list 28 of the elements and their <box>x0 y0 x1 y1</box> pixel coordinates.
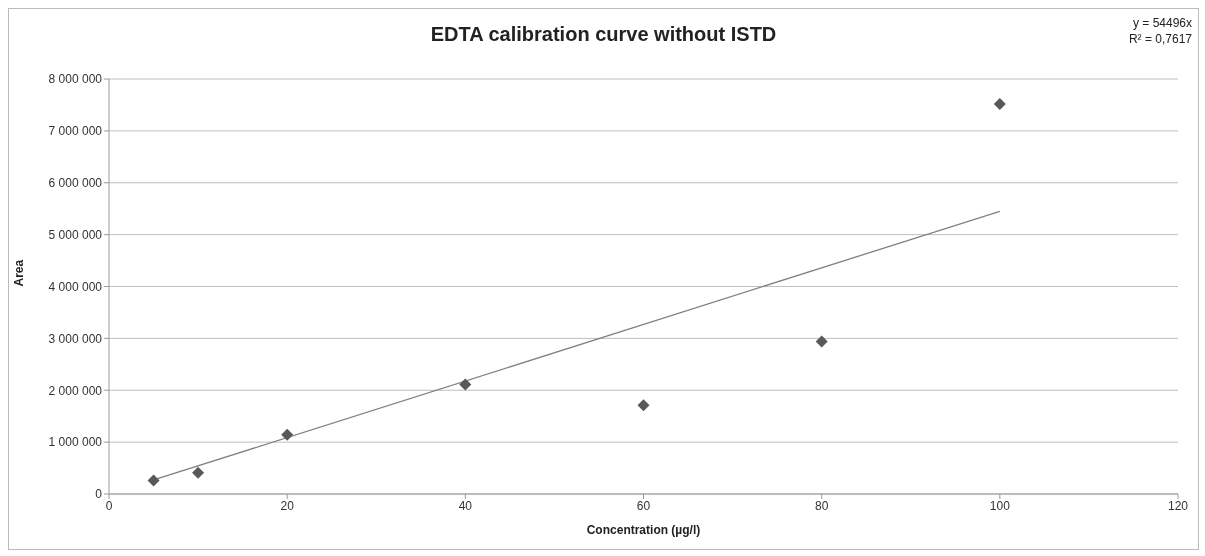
y-tick-label: 1 000 000 <box>48 435 103 450</box>
y-axis-title: Area <box>12 259 27 287</box>
point <box>281 428 294 441</box>
x-tick-label: 100 <box>989 498 1011 513</box>
x-tick-label: 20 <box>280 498 295 513</box>
point <box>459 378 472 391</box>
point <box>147 474 160 487</box>
y-tick-label: 8 000 000 <box>48 72 103 87</box>
y-tick-label: 4 000 000 <box>48 279 103 294</box>
x-tick-label: 40 <box>458 498 473 513</box>
point <box>993 97 1006 110</box>
x-tick-label: 120 <box>1167 498 1189 513</box>
point <box>192 466 205 479</box>
y-tick-label: 0 <box>95 487 103 502</box>
point <box>637 399 650 412</box>
y-tick-label: 3 000 000 <box>48 331 103 346</box>
x-tick-label: 0 <box>105 498 113 513</box>
y-tick-label: 6 000 000 <box>48 176 103 191</box>
text: y = 54496x <box>1131 15 1192 31</box>
x-tick-label: 80 <box>814 498 829 513</box>
y-tick-label: 7 000 000 <box>48 124 103 139</box>
point <box>815 335 828 348</box>
y-tick-label: 5 000 000 <box>48 227 103 242</box>
chart-title: EDTA calibration curve without ISTD <box>430 23 777 45</box>
text: R² = 0,7617 <box>1128 31 1192 47</box>
y-tick-label: 2 000 000 <box>48 383 103 398</box>
x-axis-title: Concentration (µg/l) <box>586 523 701 537</box>
x-tick-label: 60 <box>636 498 651 513</box>
